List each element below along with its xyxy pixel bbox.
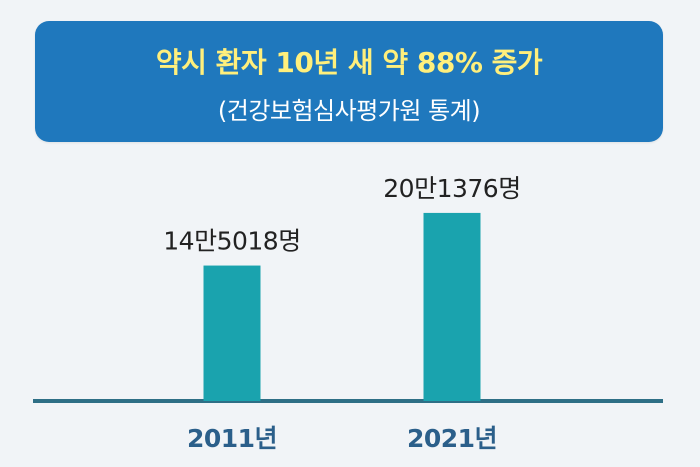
value-label-1: 20만1376명	[383, 174, 520, 203]
chart-title: 약시 환자 10년 새 약 88% 증가	[155, 46, 543, 79]
title-banner: 약시 환자 10년 새 약 88% 증가 (건강보험심사평가원 통계)	[35, 21, 663, 142]
chart-subtitle: (건강보험심사평가원 통계)	[217, 97, 481, 125]
bar-0	[203, 265, 261, 401]
category-label-1: 2021년	[407, 424, 497, 453]
value-label-0: 14만5018명	[163, 227, 300, 256]
bar-1	[423, 212, 481, 401]
category-label-0: 2011년	[187, 424, 277, 453]
